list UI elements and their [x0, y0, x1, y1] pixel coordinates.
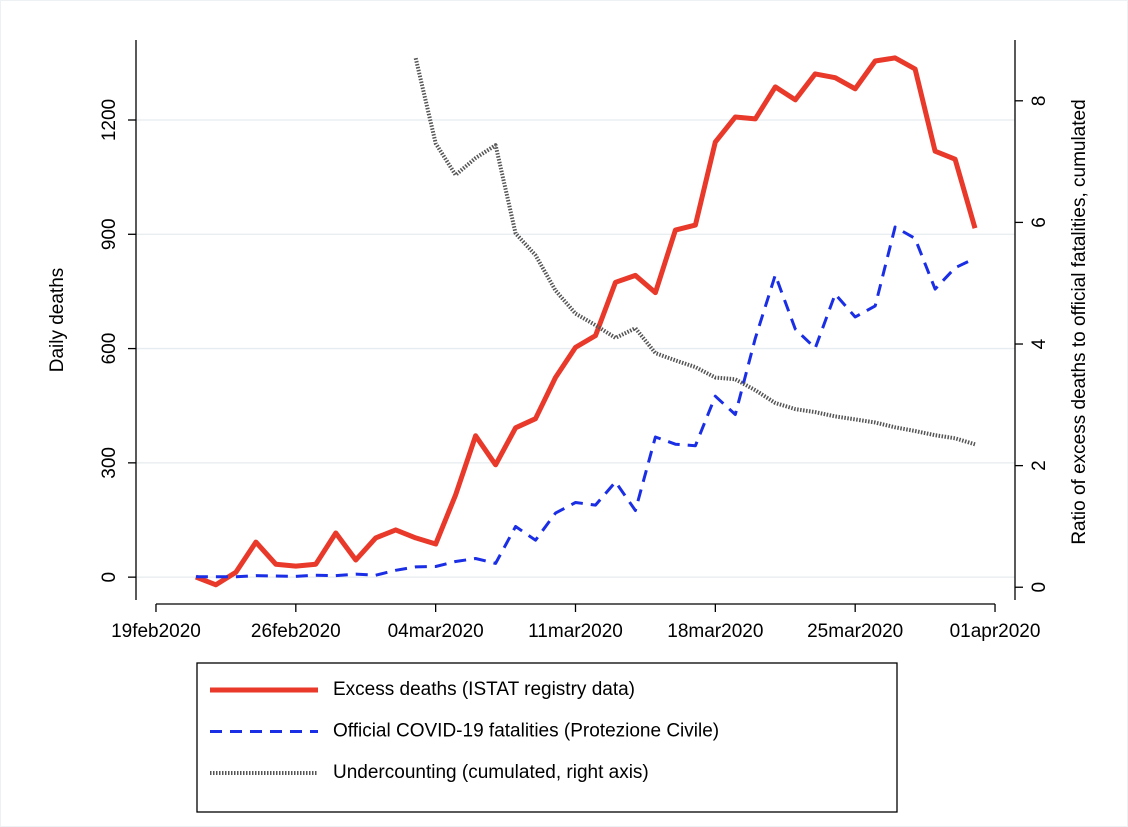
x-tick-label: 11mar2020 — [528, 621, 623, 642]
y2-tick-label: 6 — [1029, 217, 1050, 228]
y2-tick-label: 0 — [1029, 582, 1050, 593]
y2-tick-label: 8 — [1029, 96, 1050, 107]
x-tick-label: 26feb2020 — [251, 621, 341, 642]
x-tick-label: 25mar2020 — [807, 621, 903, 642]
x-tick-label: 01apr2020 — [950, 621, 1041, 642]
y-tick-label: 1200 — [99, 99, 120, 141]
y2-tick-label: 4 — [1029, 338, 1050, 349]
legend-label: Undercounting (cumulated, right axis) — [333, 762, 649, 783]
legend-label: Official COVID-19 fatalities (Protezione… — [333, 721, 719, 742]
y2-axis-label: Ratio of excess deaths to official fatal… — [1069, 99, 1090, 544]
y-tick-label: 0 — [99, 572, 120, 583]
x-tick-label: 19feb2020 — [111, 621, 201, 642]
x-tick-label: 18mar2020 — [667, 621, 763, 642]
y2-tick-label: 2 — [1029, 460, 1050, 471]
legend-label: Excess deaths (ISTAT registry data) — [333, 679, 635, 700]
series-line — [195, 55, 978, 588]
y-axis-label: Daily deaths — [47, 268, 68, 373]
x-tick-label: 04mar2020 — [388, 621, 484, 642]
series-line — [413, 57, 976, 447]
y-tick-label: 600 — [99, 333, 120, 365]
y-tick-label: 300 — [99, 447, 120, 479]
series-line — [195, 225, 976, 579]
y-tick-label: 900 — [99, 218, 120, 250]
